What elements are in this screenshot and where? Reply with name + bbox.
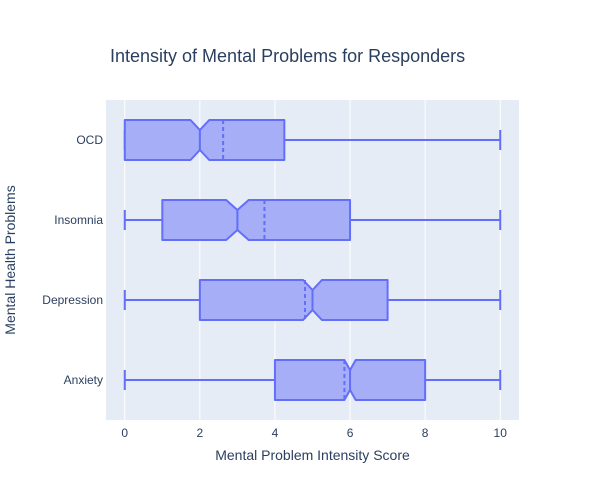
chart-title: Intensity of Mental Problems for Respond…: [110, 46, 465, 66]
notched-box: [123, 119, 286, 161]
box-ocd: [123, 119, 502, 161]
x-tick-label: 10: [494, 426, 508, 440]
box-anxiety: [123, 359, 502, 401]
y-tick-label: Depression: [42, 293, 103, 307]
x-tick-label: 2: [197, 426, 204, 440]
y-axis-title: Mental Health Problems: [2, 185, 18, 334]
x-tick-label: 4: [272, 426, 279, 440]
x-axis-title: Mental Problem Intensity Score: [215, 447, 410, 463]
x-tick-label: 6: [347, 426, 354, 440]
y-tick-label: Anxiety: [64, 373, 103, 387]
box-series: [123, 119, 502, 401]
axis-ticks: 0 2 4 6 8 10 Anxiety Depression Insomnia OCD: [42, 133, 507, 440]
notched-box: [198, 279, 389, 321]
x-tick-label: 8: [422, 426, 429, 440]
notched-box: [161, 199, 352, 241]
box-depression: [123, 279, 502, 321]
y-tick-label: Insomnia: [54, 213, 103, 227]
y-tick-label: OCD: [76, 133, 103, 147]
x-tick-label: 0: [121, 426, 128, 440]
box-insomnia: [123, 199, 502, 241]
